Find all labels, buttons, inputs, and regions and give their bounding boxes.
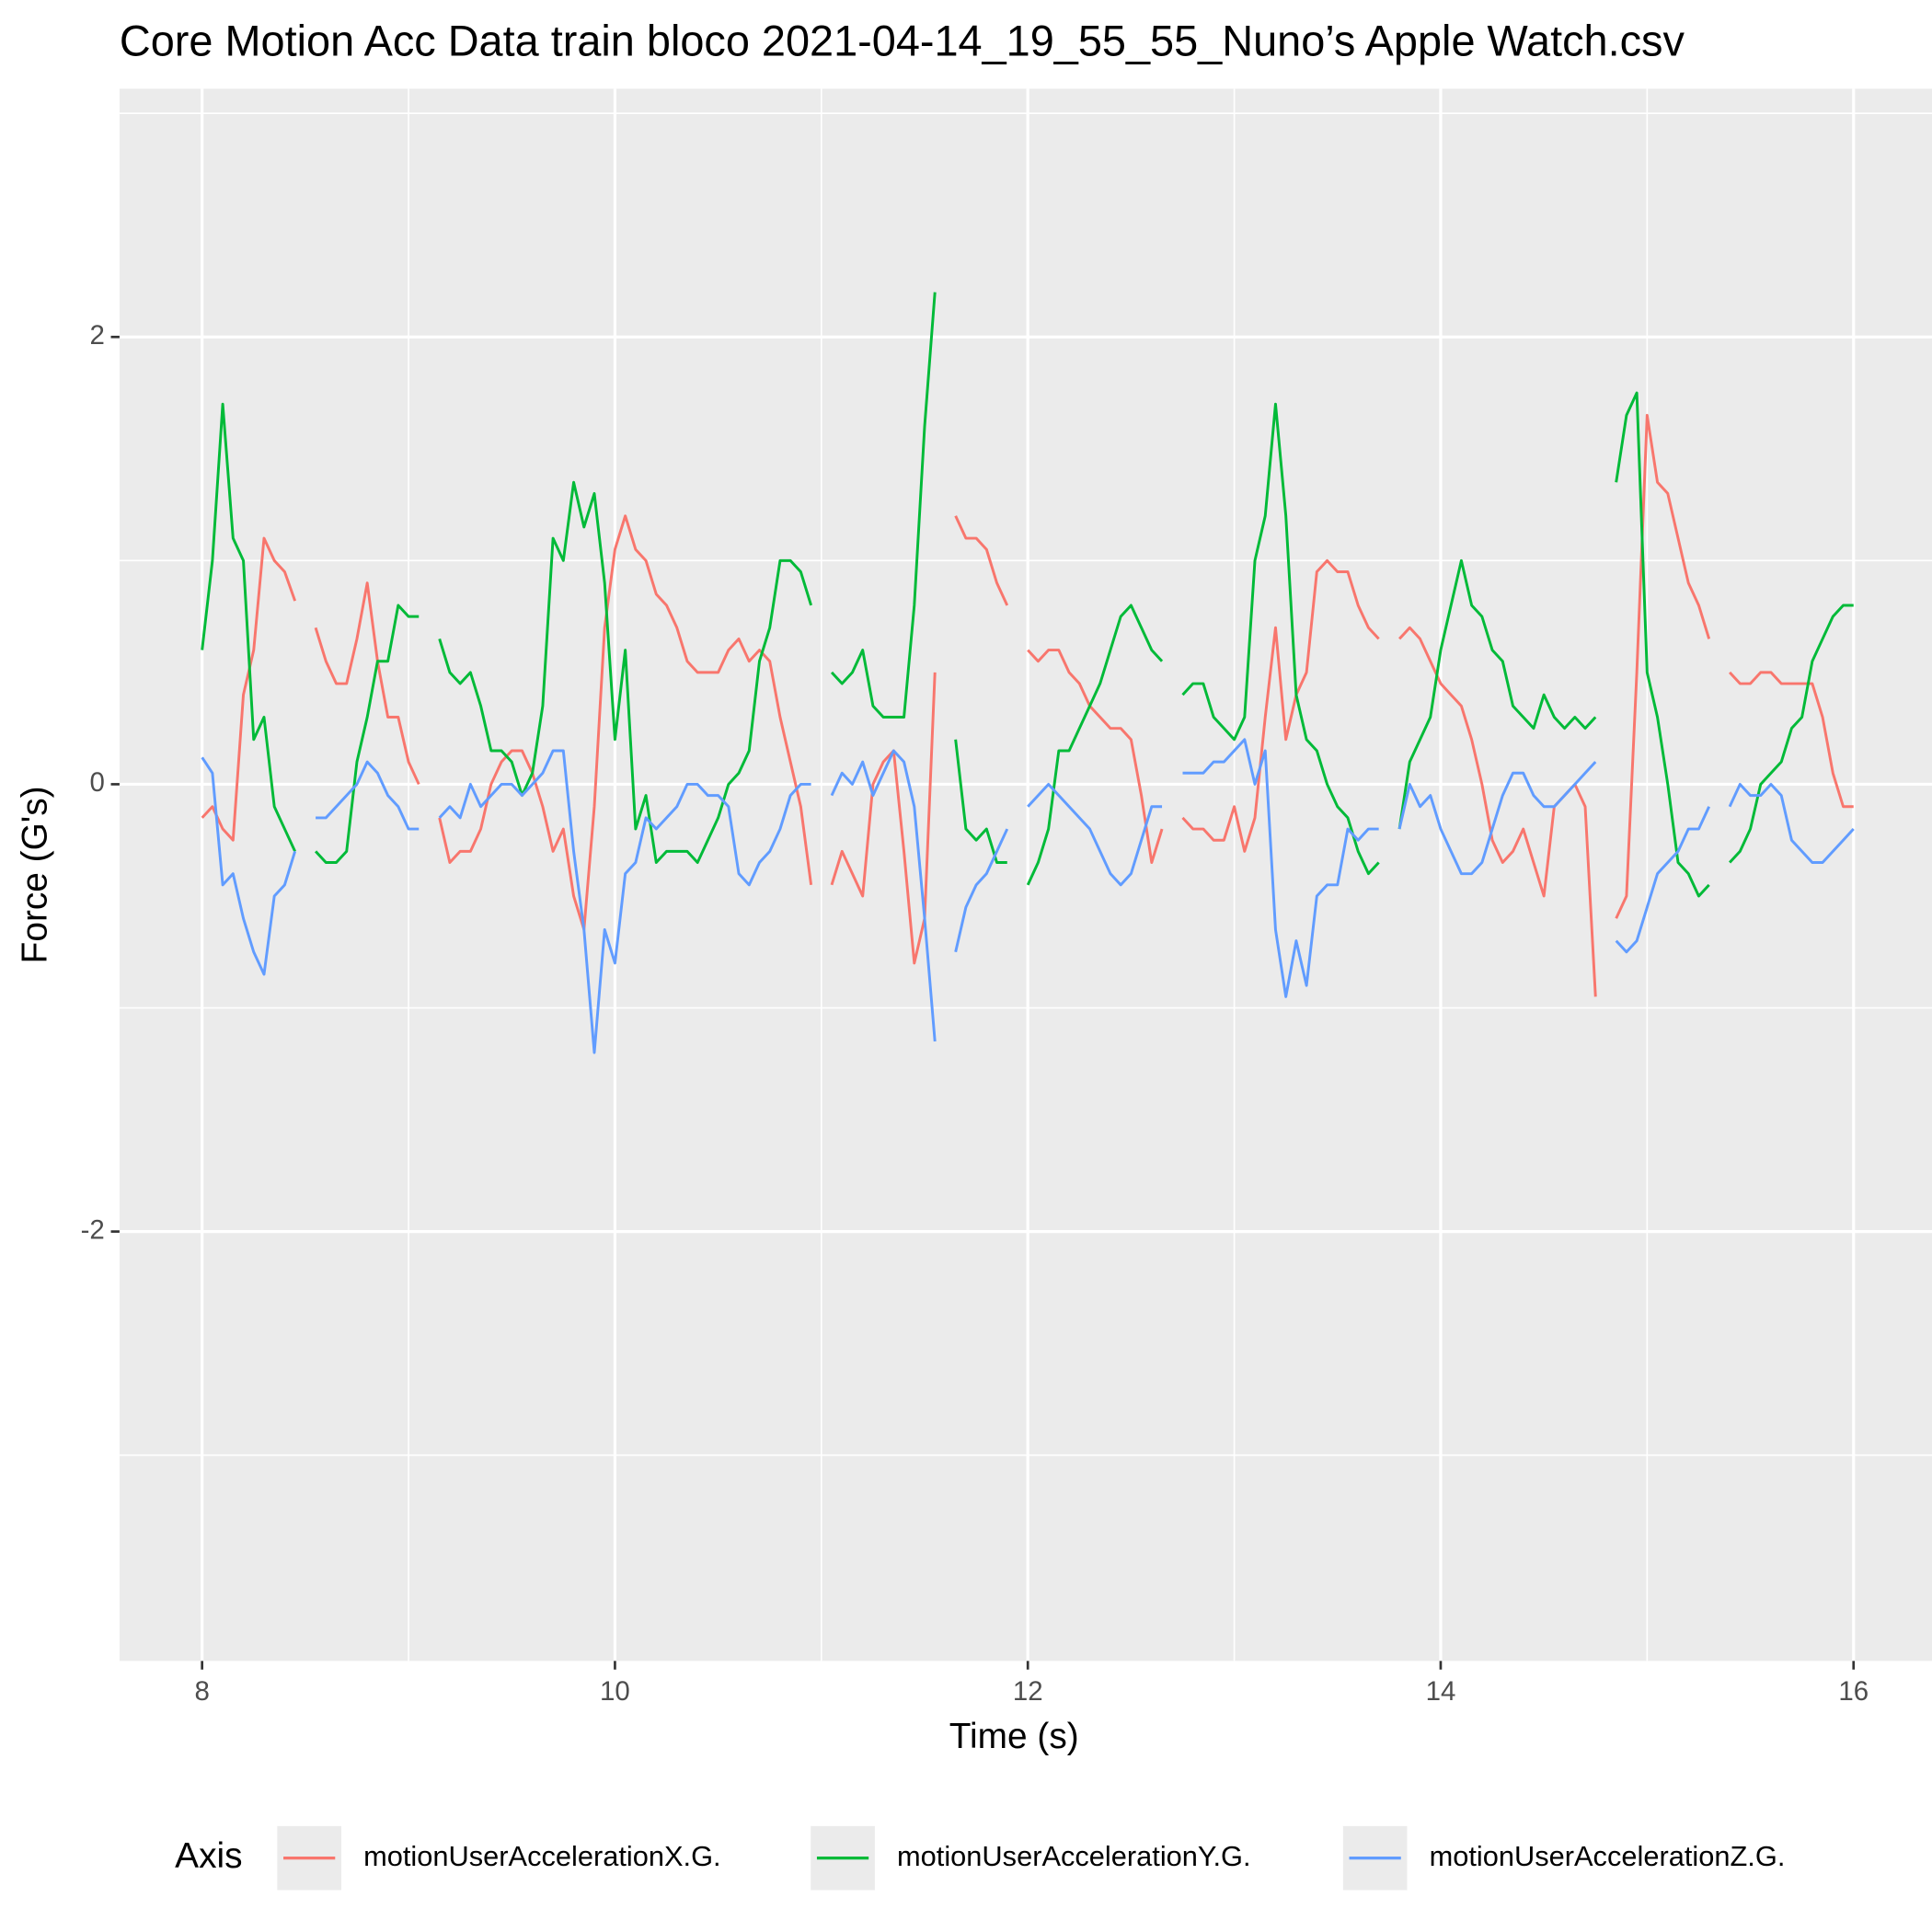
x-tick-label: 8 [194, 1676, 209, 1707]
axes: -2 0 2 8 10 12 14 16 [81, 320, 1869, 1707]
x-tick-label: 14 [1426, 1676, 1456, 1707]
series-line [201, 292, 1854, 898]
x-tick-label: 16 [1838, 1676, 1869, 1707]
y-axis-title: Force (G's) [15, 786, 54, 963]
legend: Axis motionUserAccelerationX.G. motionUse… [175, 1825, 1786, 1891]
y-tick-label: 2 [89, 320, 104, 351]
grid [119, 88, 1932, 1662]
y-tick-label: 0 [89, 767, 104, 798]
y-tick-label: -2 [81, 1214, 105, 1245]
x-tick-label: 12 [1013, 1676, 1043, 1707]
legend-label: motionUserAccelerationX.G. [363, 1840, 721, 1872]
panel [119, 88, 1932, 1662]
lines [201, 292, 1855, 1054]
x-axis-title: Time (s) [949, 1717, 1079, 1756]
series-line [201, 738, 1855, 1054]
x-tick-label: 10 [600, 1676, 630, 1707]
legend-label: motionUserAccelerationY.G. [897, 1840, 1251, 1872]
chart-title: Core Motion Acc Data train bloco 2021-04… [120, 17, 1685, 65]
legend-label: motionUserAccelerationZ.G. [1430, 1840, 1786, 1872]
legend-title: Axis [175, 1836, 242, 1876]
